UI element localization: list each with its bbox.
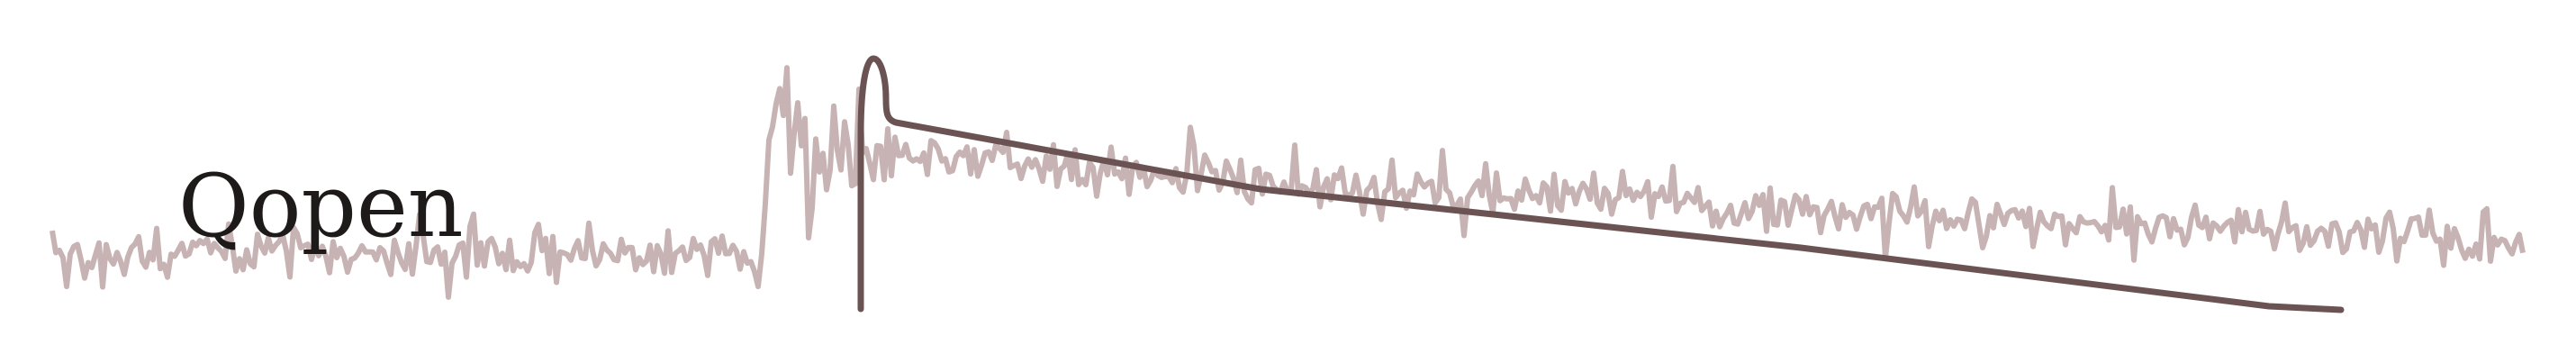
energy-envelope-curve	[857, 55, 2345, 313]
logo-title: Qopen	[178, 156, 464, 257]
